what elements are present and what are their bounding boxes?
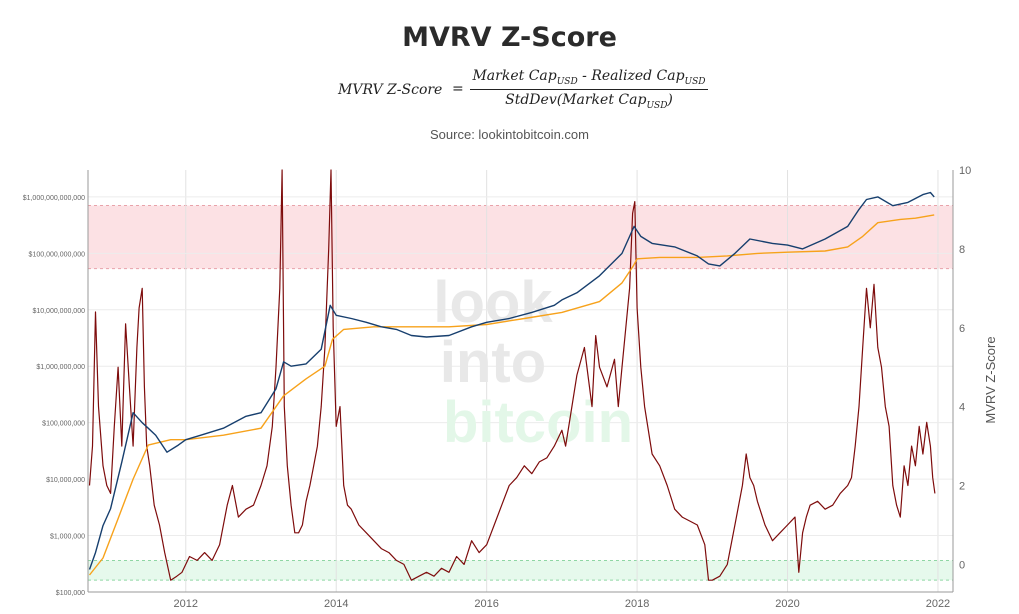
x-tick-label: 2022 [926, 598, 950, 610]
y-left-tick-label: $100,000 [56, 590, 85, 597]
watermark-into: into [440, 330, 546, 395]
y-left-tick-label: $1,000,000,000 [36, 364, 85, 371]
y-right-tick-label: 2 [959, 481, 965, 493]
formula-fraction: Market CapUSD - Realized CapUSD StdDev(M… [470, 68, 708, 111]
y-right-tick-label: 0 [959, 559, 965, 571]
axes-layer: 2012 2014 2016 2018 2020 2022 $100,000 $1,000,0… [23, 165, 972, 610]
source-note: Source: lookintobitcoin.com [430, 127, 589, 142]
y-right-tick-label: 8 [959, 244, 965, 256]
y-left-tick-label: $1,000,000 [50, 534, 85, 541]
x-tick-label: 2014 [324, 598, 348, 610]
x-tick-label: 2012 [174, 598, 198, 610]
formula-equals: = [452, 81, 464, 97]
y-right-axis-label: MVRV Z-Score [983, 336, 998, 423]
chart-title: MVRV Z-Score [402, 22, 617, 53]
y-right-tick-label: 10 [959, 165, 971, 177]
x-tick-label: 2016 [474, 598, 498, 610]
y-right-tick-label: 6 [959, 323, 965, 335]
watermark: look into bitcoin [433, 270, 633, 455]
series-market-cap [88, 191, 935, 570]
watermark-bitcoin: bitcoin [443, 390, 633, 455]
zone-overvalued [88, 205, 953, 269]
y-left-tick-label: $10,000,000,000 [32, 308, 85, 315]
y-right-tick-label: 4 [959, 402, 965, 414]
formula-numerator: Market CapUSD - Realized CapUSD [470, 68, 708, 90]
y-left-tick-label: $100,000,000 [42, 421, 85, 428]
y-left-tick-label: $1,000,000,000,000 [23, 195, 85, 202]
series-mvrv-z-score [88, 169, 936, 581]
formula: MVRV Z-Score = Market CapUSD - Realized … [0, 68, 1019, 114]
x-tick-label: 2020 [775, 598, 799, 610]
series-realized-cap [88, 214, 935, 576]
formula-denominator: StdDev(Market CapUSD) [505, 91, 673, 111]
watermark-look: look [433, 270, 553, 335]
zone-undervalued [88, 560, 953, 581]
y-left-tick-label: $100,000,000,000 [29, 251, 86, 258]
y-left-tick-label: $10,000,000 [46, 477, 85, 484]
zones-layer [88, 204, 953, 581]
series-layer [88, 169, 936, 581]
x-tick-label: 2018 [625, 598, 649, 610]
formula-lhs: MVRV Z-Score [338, 82, 443, 98]
